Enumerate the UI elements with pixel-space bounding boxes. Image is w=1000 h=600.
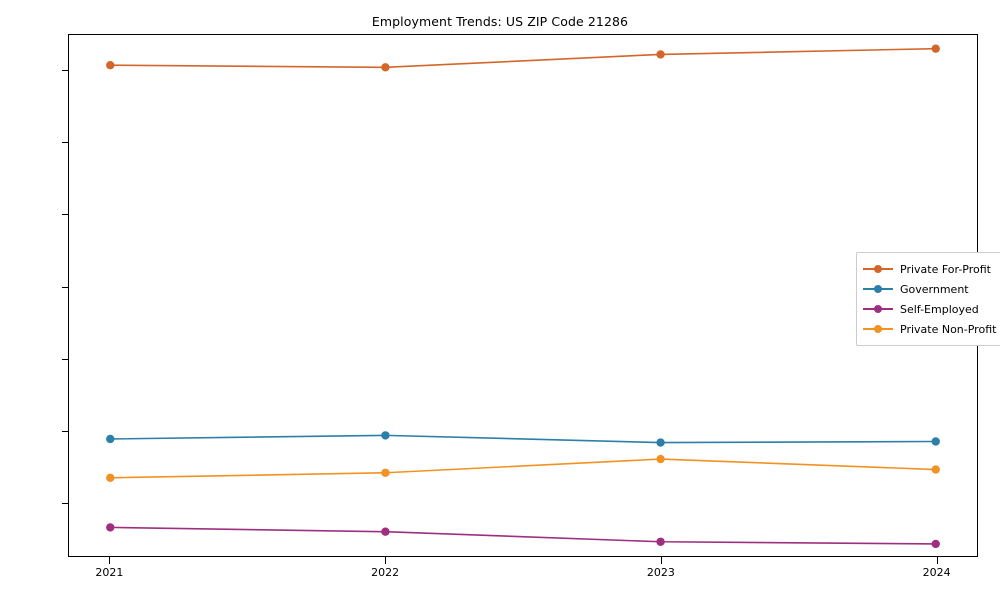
legend-label: Government [900,282,969,296]
legend-marker-icon [863,303,893,315]
legend-label: Private For-Profit [900,262,991,276]
series-line [109,434,937,444]
data-point [931,44,940,53]
legend-marker-icon [863,283,893,295]
data-point [106,523,115,532]
y-axis-tick-mark [61,70,68,72]
legend-label: Self-Employed [900,302,979,316]
x-axis-tick-mark [109,557,111,564]
series-private-non-profit [106,454,940,482]
x-axis-tick-label: 2024 [922,566,951,579]
series-private-for-profit [106,44,940,72]
series-government [106,431,940,447]
y-axis-tick-mark [61,142,68,144]
legend-dot-icon [874,305,882,313]
data-point [106,473,115,482]
legend-item-self-employed[interactable]: Self-Employed [863,299,996,319]
plot-area [68,34,978,557]
x-axis-tick-mark [660,557,662,564]
legend-dot-icon [874,285,882,293]
series-self-employed [106,523,940,549]
legend-marker-icon [863,323,893,335]
data-point [931,465,940,474]
data-point [931,539,940,549]
y-axis-tick-mark [61,214,68,216]
chart-title: Employment Trends: US ZIP Code 21286 [371,14,629,29]
data-point [381,63,390,72]
data-point [381,431,390,440]
legend-marker-icon [863,263,893,275]
y-axis-tick-mark [61,358,68,360]
data-point [381,527,390,536]
legend-item-government[interactable]: Government [863,279,996,299]
x-axis-tick-label: 2021 [95,566,124,579]
x-axis-tick-mark [385,557,387,564]
legend-dot-icon [874,265,882,273]
legend-label: Private Non-Profit [900,322,997,336]
data-series-canvas [106,44,940,549]
x-axis-tick-label: 2022 [371,566,400,579]
data-point [656,50,665,59]
data-point [381,468,390,477]
chart-legend[interactable]: Private For-Profit Government Self-Employe… [856,252,1000,346]
data-point [106,434,115,444]
data-point [106,61,115,70]
x-axis-tick-label: 2023 [646,566,675,579]
legend-item-private-for-profit[interactable]: Private For-Profit [863,259,996,279]
data-point [931,437,940,446]
data-point [656,438,665,447]
legend-dot-icon [874,325,882,333]
series-line [109,47,937,69]
y-axis-tick-mark [61,286,68,288]
series-line [109,458,937,479]
x-axis-tick-mark [936,557,938,564]
legend-item-private-non-profit[interactable]: Private Non-Profit [863,319,996,339]
y-axis-tick-mark [61,430,68,432]
data-point [656,537,665,546]
y-axis-tick-mark [61,503,68,505]
series-line [109,526,937,545]
data-point [656,454,665,464]
